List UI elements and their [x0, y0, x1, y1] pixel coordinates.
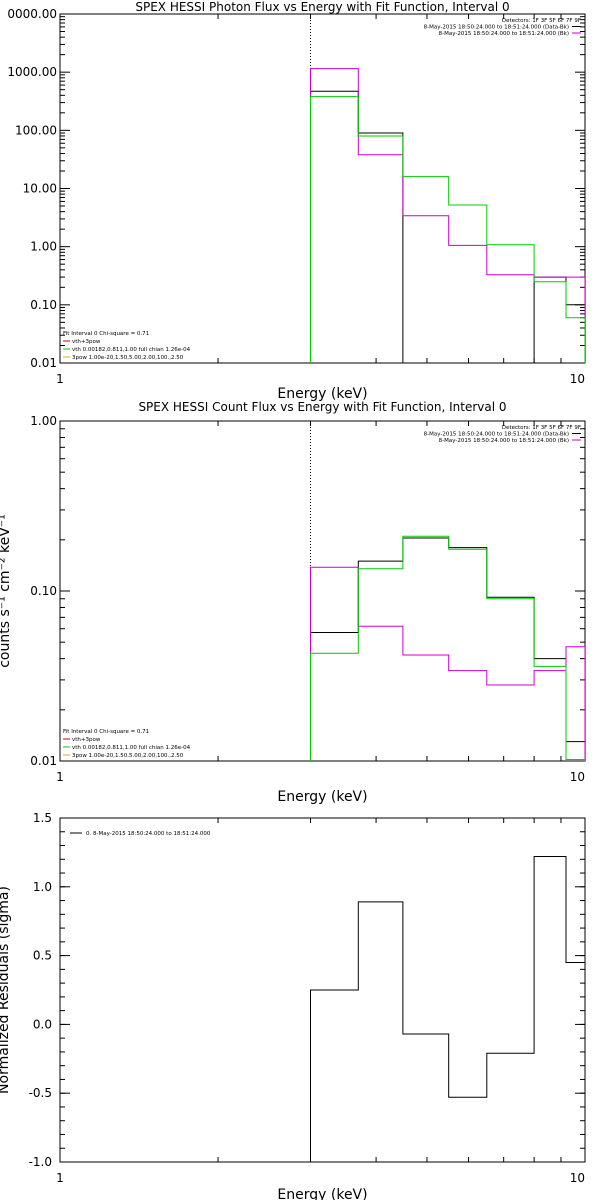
- histogram-series-1: [310, 856, 585, 1162]
- x-tick-label: 10: [570, 770, 585, 784]
- plot-frame: [59, 13, 586, 364]
- chart-panel-2: SPEX HESSI Count Flux vs Energy with Fit…: [0, 400, 586, 805]
- y-tick-label: 100.00: [15, 123, 57, 137]
- legend-entry: 8-May-2015 18:50:24.000 to 18:51:24.000 …: [424, 25, 569, 31]
- legend-entry: 8-May-2015 18:50:24.000 to 18:51:24.000 …: [424, 432, 569, 438]
- y-tick-label: -1.0: [29, 1155, 52, 1169]
- y-tick-label: 0.01: [30, 754, 57, 768]
- histogram-series-2: [310, 68, 585, 363]
- y-tick-label: 1000.00: [7, 65, 57, 79]
- y-tick-label: 1.00: [30, 240, 57, 254]
- legend-entry: Detectors: 1F 3F 5F 6F 7F 9F: [502, 18, 581, 24]
- y-tick-label: -0.5: [29, 1086, 52, 1100]
- y-tick-label: 0.10: [30, 584, 57, 598]
- y-tick-label: 1.00: [30, 414, 57, 428]
- chart-panel-1: SPEX HESSI Photon Flux vs Energy with Fi…: [7, 0, 586, 402]
- legend-entry: vth+3pow: [72, 737, 101, 743]
- plot-frame: [59, 420, 586, 762]
- legend-entry: vth 0.00182,0.811,1.00 full chian 1.26e-…: [72, 347, 191, 353]
- y-tick-label: 0000.00: [7, 7, 57, 21]
- legend-entry: 8-May-2015 18:50:24.000 to 18:51:24.000 …: [439, 31, 569, 37]
- legend-entry: Fit Interval 0 Chi-square = 0.71: [63, 729, 149, 735]
- legend-entry: Fit Interval 0 Chi-square = 0.71: [63, 331, 149, 337]
- histogram-series-2: [310, 566, 585, 761]
- y-axis-label: counts s⁻¹ cm⁻² keV⁻¹: [0, 514, 13, 668]
- x-tick-label: 1: [56, 770, 64, 784]
- histogram-series-1: [310, 537, 585, 761]
- legend-entry: Detectors: 1F 3F 5F 6F 7F 9F: [502, 425, 581, 431]
- x-axis-label: Energy (keV): [277, 1187, 367, 1200]
- legend-entry: 0. 8-May-2015 18:50:24.000 to 18:51:24.0…: [86, 831, 211, 837]
- x-tick-label: 1: [56, 372, 64, 386]
- chart-title: SPEX HESSI Photon Flux vs Energy with Fi…: [135, 0, 509, 14]
- y-tick-label: 0.5: [33, 949, 52, 963]
- x-tick-label: 10: [570, 1171, 585, 1185]
- y-axis-label: Normalized Residuals (sigma): [0, 886, 12, 1094]
- histogram-series-1: [310, 90, 585, 363]
- histogram-series-3: [310, 535, 585, 761]
- histogram-series-3: [310, 96, 585, 363]
- legend-entry: vth+3pow: [72, 339, 101, 345]
- legend-entry: 3pow 1.00e-20,1.50,5.00,2.00,100.,2.50: [72, 753, 184, 759]
- chart-panel-3: -1.0 -0.5 0.0 0.5 1.0 1.5 1 10 Energy (keV) Norma…: [0, 811, 586, 1200]
- legend-entry: 8-May-2015 18:50:24.000 to 18:51:24.000 …: [439, 438, 569, 444]
- x-axis-label: Energy (keV): [277, 789, 367, 805]
- y-tick-label: 0.0: [33, 1017, 52, 1031]
- y-tick-label: 1.0: [33, 880, 52, 894]
- y-tick-label: 0.10: [30, 298, 57, 312]
- legend-entry: 3pow 1.00e-20,1.50,5.00,2.00,100.,2.50: [72, 355, 184, 361]
- x-axis-label: Energy (keV): [277, 386, 367, 402]
- chart-title: SPEX HESSI Count Flux vs Energy with Fit…: [138, 400, 506, 414]
- x-tick-label: 1: [56, 1171, 64, 1185]
- y-tick-label: 10.00: [23, 182, 57, 196]
- legend-entry: vth 0.00182,0.811,1.00 full chian 1.26e-…: [72, 745, 191, 751]
- x-tick-label: 10: [570, 372, 585, 386]
- y-tick-label: 1.5: [33, 811, 52, 825]
- y-tick-label: 0.01: [30, 356, 57, 370]
